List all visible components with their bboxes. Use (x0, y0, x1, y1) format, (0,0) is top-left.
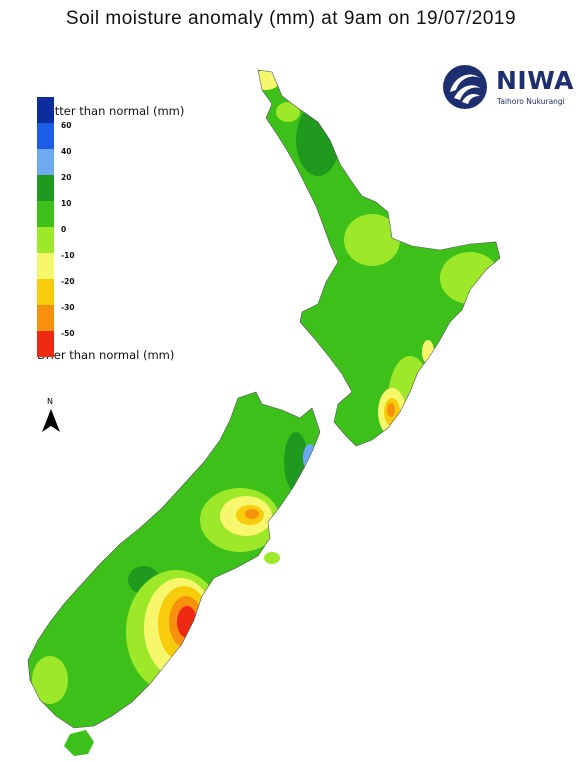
legend-tick: 40 (61, 147, 72, 156)
logo-tagline: Taihoro Nukurangi (497, 97, 565, 106)
banks-peninsula (264, 552, 280, 564)
ni-waikato-light (344, 214, 400, 266)
north-arrow: N (40, 397, 62, 435)
south-island (28, 392, 320, 728)
north-label: N (47, 397, 53, 406)
legend-tick: 60 (61, 121, 72, 130)
north-arrow-icon (42, 409, 60, 432)
legend-swatch (37, 305, 54, 331)
ni-northland-light (276, 102, 300, 122)
legend-swatch (37, 149, 54, 175)
legend-swatch (37, 331, 54, 357)
legend-tick: -20 (61, 277, 75, 286)
si-fiordland-light (32, 656, 68, 704)
stewart-island (64, 730, 94, 756)
legend-tick: -50 (61, 329, 75, 338)
si-kaikoura-wet (303, 444, 317, 472)
legend-wetter-label: Wetter than normal (mm) (37, 104, 185, 118)
ni-northland-dark (296, 104, 340, 176)
north-island (258, 70, 500, 446)
coastline (257, 69, 501, 447)
legend-tick: 0 (61, 225, 67, 234)
legend-swatch (37, 201, 54, 227)
map-title: Soil moisture anomaly (mm) at 9am on 19/… (65, 8, 517, 29)
si-otago-red (177, 606, 197, 638)
legend-swatch (37, 253, 54, 279)
si-canterbury-orange (245, 509, 259, 519)
legend-tick: 20 (61, 173, 72, 182)
legend-swatch (37, 123, 54, 149)
logo-name: NIWA (496, 66, 575, 95)
legend-tick: -10 (61, 251, 75, 260)
ni-far-north-yellow (258, 70, 280, 90)
legend-swatch (37, 97, 54, 123)
legend: 60 40 20 10 0 -10 -20 -30 -50 (37, 97, 237, 367)
legend-swatch (37, 175, 54, 201)
ni-eastcape-light (440, 252, 500, 304)
legend-tick: 10 (61, 199, 72, 208)
legend-drier-label: Drier than normal (mm) (37, 348, 175, 362)
coastline (27, 391, 321, 729)
ni-hawkesbay-orange (387, 403, 395, 417)
niwa-logo-icon (443, 65, 487, 109)
legend-tick: -30 (61, 303, 75, 312)
legend-swatch (37, 227, 54, 253)
legend-swatch (37, 279, 54, 305)
